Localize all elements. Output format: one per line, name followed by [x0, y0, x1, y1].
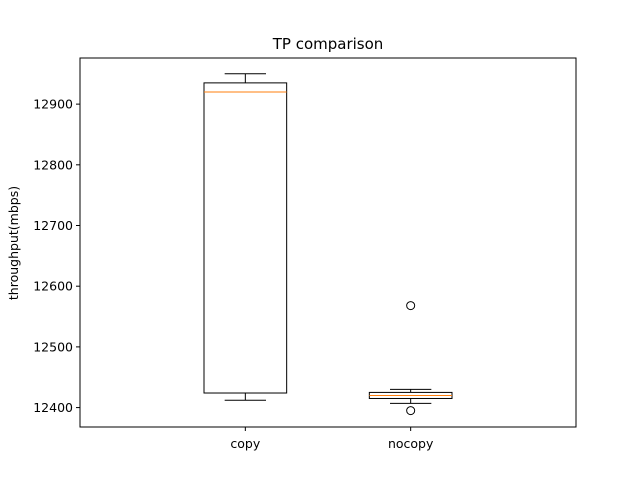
box-series — [203, 73, 453, 416]
y-tick-label: 12900 — [33, 97, 73, 112]
y-axis-label: throughput(mbps) — [6, 186, 21, 300]
y-tick-label: 12400 — [33, 400, 73, 415]
box-body — [203, 82, 288, 394]
x-tick-label: nocopy — [388, 436, 434, 451]
box-nocopy — [368, 301, 453, 416]
x-axis-ticks: copy nocopy — [230, 427, 434, 451]
y-tick-label: 12600 — [33, 279, 73, 294]
plot-area-frame — [79, 57, 577, 428]
outlier-point — [406, 301, 416, 311]
y-tick-label: 12700 — [33, 218, 73, 233]
chart-title: TP comparison — [272, 35, 384, 53]
y-axis-ticks: 12400 12500 12600 12700 12800 12900 — [33, 97, 80, 415]
box-copy — [203, 73, 288, 401]
y-tick-label: 12500 — [33, 339, 73, 354]
outlier-point — [406, 406, 416, 416]
x-tick-label: copy — [230, 436, 260, 451]
y-tick-label: 12800 — [33, 157, 73, 172]
